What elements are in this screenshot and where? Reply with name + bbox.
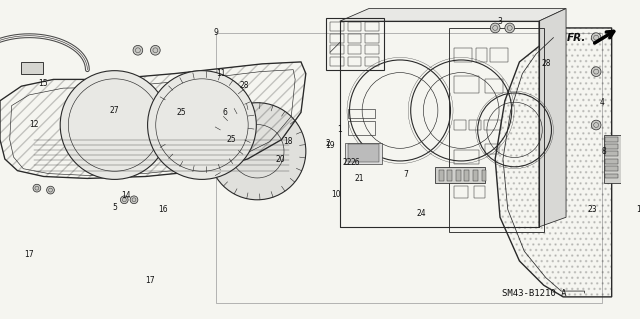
Bar: [21, 62, 43, 74]
Text: 13: 13: [636, 205, 640, 214]
Text: 15: 15: [38, 79, 47, 88]
Polygon shape: [435, 167, 486, 183]
Text: 21: 21: [355, 174, 364, 183]
Bar: [365, 22, 379, 31]
Bar: [605, 137, 618, 142]
Text: 3: 3: [497, 17, 502, 26]
Bar: [473, 170, 478, 181]
Polygon shape: [539, 9, 566, 227]
Text: FR.: FR.: [567, 33, 586, 43]
Circle shape: [133, 45, 143, 55]
Text: 20: 20: [276, 154, 285, 164]
Text: 2: 2: [326, 139, 330, 148]
Text: 25: 25: [227, 135, 236, 144]
Text: 25: 25: [177, 108, 186, 117]
Bar: [454, 76, 479, 93]
Bar: [456, 170, 461, 181]
Bar: [605, 159, 618, 164]
Bar: [469, 120, 481, 130]
Bar: [454, 48, 472, 62]
Text: 8: 8: [602, 147, 606, 156]
Text: 16: 16: [158, 205, 168, 214]
Text: 1: 1: [337, 125, 342, 134]
Bar: [486, 145, 499, 154]
Bar: [447, 170, 452, 181]
Circle shape: [47, 186, 54, 194]
Bar: [348, 108, 375, 118]
Circle shape: [130, 196, 138, 204]
Bar: [348, 121, 375, 135]
Bar: [474, 186, 486, 198]
Text: 14: 14: [122, 191, 131, 200]
Circle shape: [591, 67, 601, 77]
Text: 26: 26: [351, 159, 360, 167]
Polygon shape: [340, 9, 566, 21]
Polygon shape: [639, 171, 640, 208]
Text: 23: 23: [588, 205, 597, 214]
Bar: [345, 143, 381, 164]
Circle shape: [591, 120, 601, 130]
Bar: [365, 57, 379, 66]
Circle shape: [209, 103, 306, 200]
Text: 27: 27: [109, 106, 120, 115]
Circle shape: [150, 45, 160, 55]
Text: 22: 22: [343, 159, 353, 167]
Bar: [605, 152, 618, 156]
Bar: [486, 79, 503, 93]
Bar: [465, 170, 469, 181]
Circle shape: [490, 23, 500, 33]
Circle shape: [154, 72, 254, 173]
Circle shape: [148, 71, 257, 179]
Text: 7: 7: [403, 170, 408, 179]
Text: 11: 11: [216, 69, 226, 78]
Text: 17: 17: [146, 276, 156, 285]
Bar: [454, 186, 468, 198]
Bar: [348, 22, 361, 31]
Bar: [348, 57, 361, 66]
Bar: [481, 170, 486, 181]
Text: 17: 17: [24, 250, 34, 259]
Bar: [454, 120, 466, 130]
Bar: [476, 48, 488, 62]
Text: 6: 6: [223, 108, 228, 117]
Circle shape: [120, 196, 128, 204]
Circle shape: [505, 23, 515, 33]
Text: 24: 24: [417, 209, 426, 218]
Bar: [605, 174, 618, 178]
Bar: [483, 120, 501, 130]
Text: 9: 9: [213, 28, 218, 37]
Bar: [439, 170, 444, 181]
Circle shape: [60, 71, 169, 179]
Text: 19: 19: [325, 141, 335, 150]
Polygon shape: [604, 135, 621, 183]
Bar: [330, 34, 344, 42]
Bar: [348, 34, 361, 42]
Bar: [454, 150, 479, 164]
Bar: [365, 45, 379, 54]
Bar: [330, 57, 344, 66]
Text: 28: 28: [240, 81, 250, 90]
Bar: [330, 45, 344, 54]
Text: 5: 5: [112, 203, 117, 212]
Text: 10: 10: [331, 190, 340, 199]
Circle shape: [33, 184, 41, 192]
Text: 4: 4: [600, 98, 604, 107]
Text: 18: 18: [284, 137, 293, 146]
Bar: [348, 145, 379, 162]
Circle shape: [591, 33, 601, 42]
Bar: [348, 45, 361, 54]
Text: SM43-B1210 A: SM43-B1210 A: [502, 288, 566, 298]
Bar: [330, 22, 344, 31]
Bar: [605, 144, 618, 149]
Bar: [365, 34, 379, 42]
Bar: [490, 48, 508, 62]
Bar: [605, 166, 618, 171]
Text: 28: 28: [542, 59, 552, 68]
Text: 12: 12: [29, 120, 39, 129]
